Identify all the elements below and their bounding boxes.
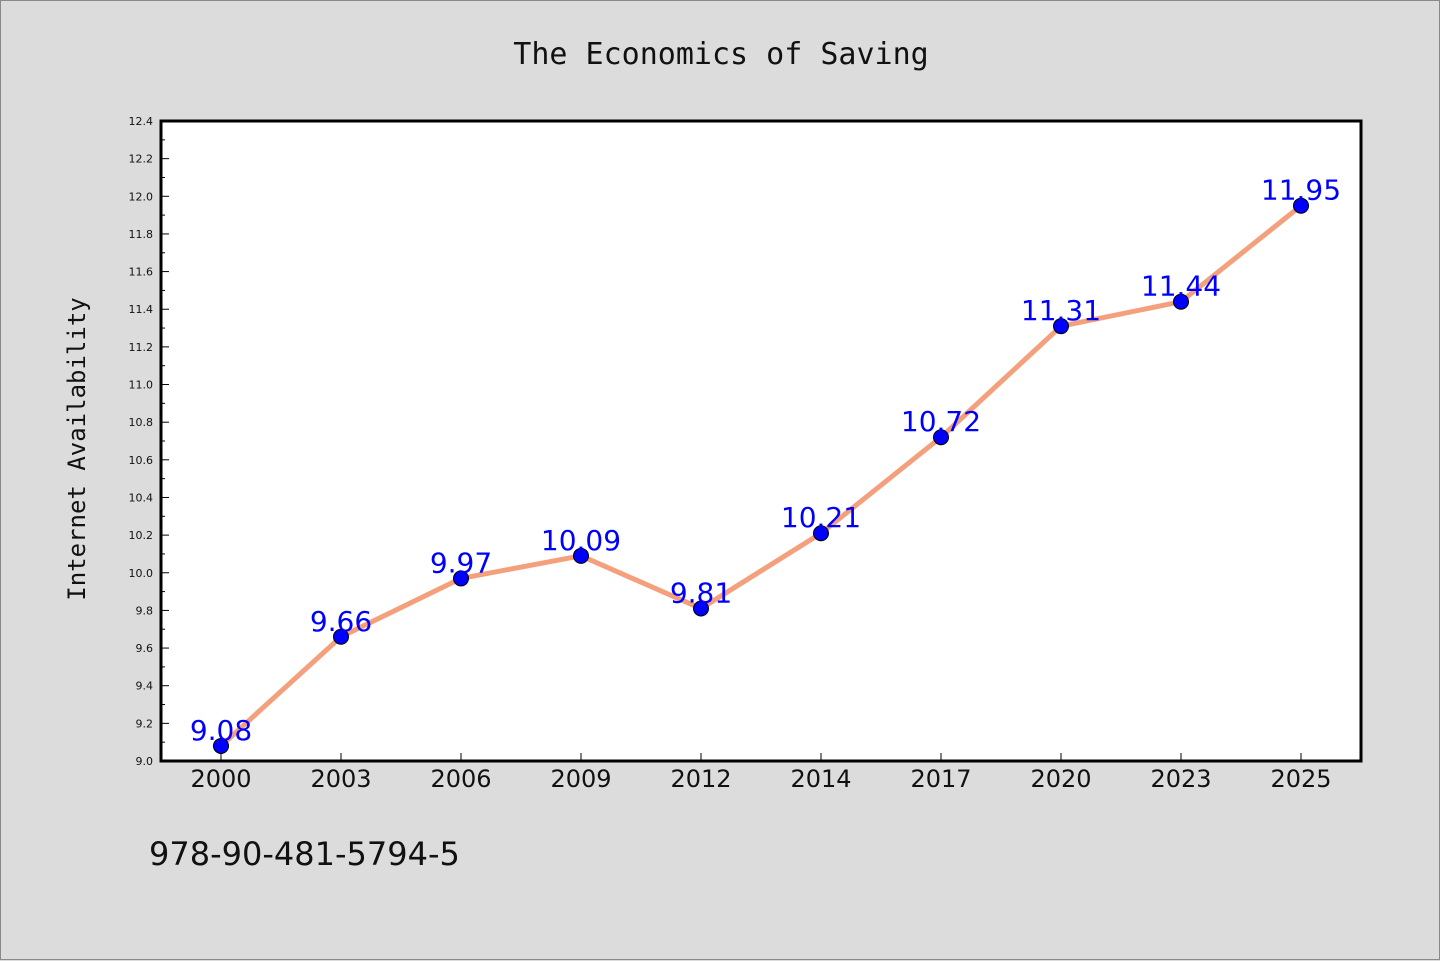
data-label: 9.66 [310, 605, 372, 638]
data-point [933, 429, 949, 446]
y-tick-label: 11.4 [129, 303, 154, 316]
data-point [1173, 293, 1189, 310]
x-axis: 2000 2003 2006 2009 2012 2014 2017 2020 2023 2025 [190, 753, 1332, 793]
data-label: 10.09 [541, 524, 621, 557]
data-label: 11.95 [1261, 174, 1341, 207]
y-tick-label: 10.8 [129, 416, 154, 429]
chart-title: The Economics of Saving [513, 37, 928, 72]
data-point [333, 628, 349, 645]
data-point [693, 600, 709, 617]
x-tick-label: 2017 [910, 765, 971, 793]
y-tick-label: 10.4 [129, 491, 154, 504]
x-tick-label: 2006 [430, 765, 491, 793]
y-tick-label: 12.2 [129, 153, 154, 166]
y-tick-label: 10.6 [129, 454, 154, 467]
data-point [573, 547, 589, 564]
x-tick-label: 2000 [190, 765, 251, 793]
y-tick-label: 12.4 [129, 115, 154, 128]
data-point [453, 570, 469, 587]
data-point [813, 525, 829, 542]
isbn-text: 978-90-481-5794-5 [149, 835, 460, 873]
data-point [1053, 318, 1069, 335]
y-tick-label: 12.0 [129, 190, 154, 203]
y-tick-label: 10.0 [129, 567, 154, 580]
y-tick-label: 11.8 [129, 228, 154, 241]
series-line [218, 203, 1304, 749]
y-axis-label: Internet Availability [63, 297, 91, 600]
data-label: 11.31 [1021, 294, 1101, 327]
plot-area [159, 119, 1363, 763]
y-tick-label: 11.2 [129, 341, 154, 354]
y-tick-label: 9.0 [136, 755, 154, 768]
x-tick-label: 2009 [550, 765, 611, 793]
y-tick-label: 11.0 [129, 379, 154, 392]
data-label: 9.81 [670, 577, 732, 610]
data-point [213, 737, 229, 754]
data-label: 9.97 [430, 546, 492, 579]
y-tick-label: 9.8 [136, 604, 154, 617]
series-layer: 9.08 9.66 9.97 10.09 9.81 10.21 10.72 11.31 11.4… [190, 174, 1341, 754]
y-tick-label: 9.6 [136, 642, 154, 655]
x-tick-label: 2012 [670, 765, 731, 793]
data-label: 10.21 [781, 501, 861, 534]
data-label: 11.44 [1141, 270, 1221, 303]
data-label: 10.72 [901, 405, 981, 438]
x-tick-label: 2003 [310, 765, 371, 793]
x-tick-label: 2020 [1030, 765, 1091, 793]
y-tick-label: 9.4 [136, 680, 154, 693]
y-axis: 9.0 9.2 9.4 9.6 9.8 10.0 10.2 10.4 10.6 10.8 11.0 1… [129, 115, 169, 768]
data-point [1293, 197, 1309, 214]
x-tick-label: 2014 [790, 765, 851, 793]
x-tick-label: 2025 [1270, 765, 1331, 793]
data-label: 9.08 [190, 714, 252, 747]
y-tick-label: 10.2 [129, 529, 154, 542]
x-tick-label: 2023 [1150, 765, 1211, 793]
y-tick-label: 9.2 [136, 717, 154, 730]
y-tick-label: 11.6 [129, 266, 154, 279]
